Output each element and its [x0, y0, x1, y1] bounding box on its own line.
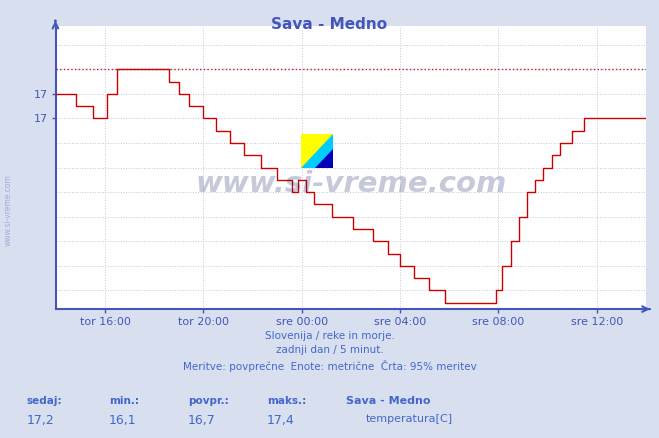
Text: 17,4: 17,4 — [267, 414, 295, 427]
Text: 16,1: 16,1 — [109, 414, 136, 427]
Text: min.:: min.: — [109, 396, 139, 406]
Text: www.si-vreme.com: www.si-vreme.com — [4, 174, 13, 246]
Text: 16,7: 16,7 — [188, 414, 215, 427]
Polygon shape — [301, 134, 333, 168]
Text: Meritve: povprečne  Enote: metrične  Črta: 95% meritev: Meritve: povprečne Enote: metrične Črta:… — [183, 360, 476, 371]
Text: zadnji dan / 5 minut.: zadnji dan / 5 minut. — [275, 345, 384, 355]
Text: Slovenija / reke in morje.: Slovenija / reke in morje. — [264, 331, 395, 341]
Text: Sava - Medno: Sava - Medno — [272, 17, 387, 32]
Polygon shape — [316, 149, 333, 168]
Text: maks.:: maks.: — [267, 396, 306, 406]
Text: Sava - Medno: Sava - Medno — [346, 396, 430, 406]
Text: 17,2: 17,2 — [26, 414, 54, 427]
Polygon shape — [301, 134, 333, 168]
Text: sedaj:: sedaj: — [26, 396, 62, 406]
Text: www.si-vreme.com: www.si-vreme.com — [195, 170, 507, 198]
Text: temperatura[C]: temperatura[C] — [366, 414, 453, 424]
Text: povpr.:: povpr.: — [188, 396, 229, 406]
